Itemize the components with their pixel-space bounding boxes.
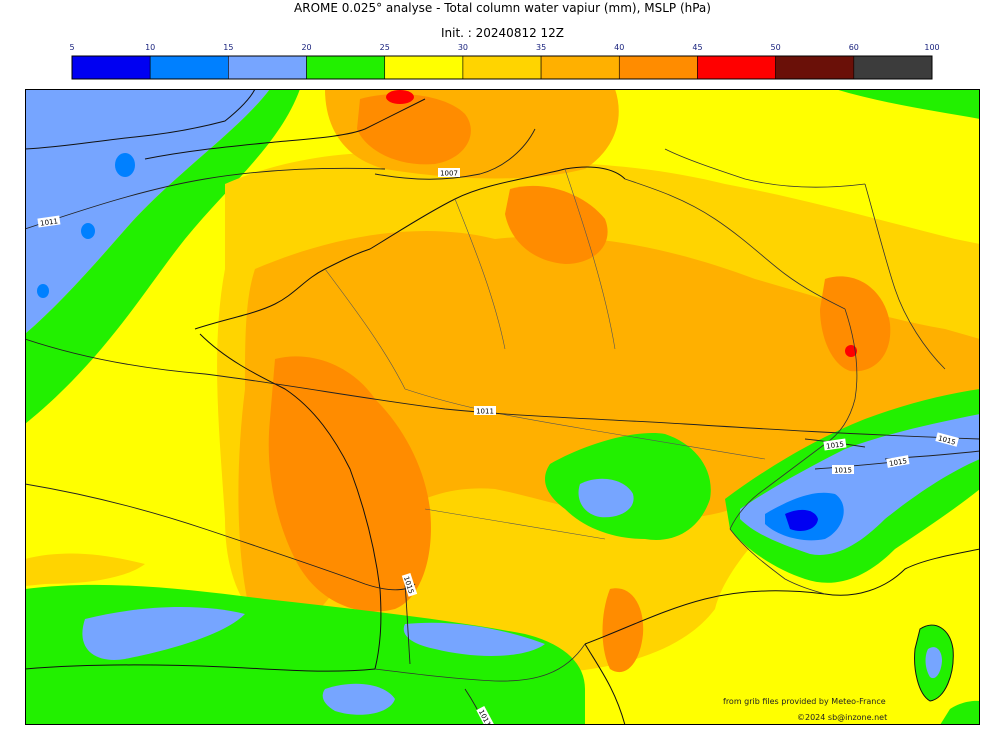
isobar-label: 1015 [886,455,910,468]
region-border [564,168,616,350]
legend-tick-label: 60 [849,43,859,52]
southwest-40-45-zone [268,356,431,612]
legend-tick-label: 50 [771,43,781,52]
legend-tick-label: 10 [145,43,155,52]
corsica-coastline [914,624,954,702]
italy-green-zone [940,700,980,725]
alps-core-zone [785,509,818,531]
isobar-label: 1007 [438,168,460,178]
legend-tick-label: 15 [223,43,233,52]
region-border [584,428,766,460]
northeast-green-zone [835,89,980,119]
data-source-credit: from grib files provided by Meteo-France [723,697,886,706]
massif-central-green-zone [545,433,711,540]
isobar-label-text: 1011 [40,217,59,227]
ocean-patch [115,153,135,177]
spain-low-blue-zone [322,683,395,715]
legend-color-swatch [775,55,855,80]
coastlines [25,89,980,725]
isobar-label-text: 1011 [476,408,494,416]
map-frame [25,89,980,725]
country-borders [374,148,946,682]
atlantic-green-band [25,89,300,424]
legend-color-swatch [71,55,151,80]
east-40-45-zone [505,185,608,264]
england-south-coast [144,98,426,160]
spain-mediterranean-coastline [584,643,626,725]
mediterranean-40-45-zone [602,588,644,673]
massif-central-blue-zone [578,478,634,518]
legend-tick-label: 20 [301,43,311,52]
region-borders [324,168,766,540]
isobar-line [25,483,416,591]
isobar-label-text: 1015 [826,440,845,450]
legend-color-swatch [540,55,620,80]
init-time: Init. : 20240812 12Z [440,26,565,40]
isobar-line [374,128,536,180]
isobar-line [25,167,386,230]
legend-tick-label: 100 [924,43,939,52]
region-border [454,198,506,350]
region-border [324,268,406,390]
belgium-netherlands-border [664,148,866,188]
isobar-line [25,338,980,440]
isobar-label: 1015 [823,438,847,451]
red-spot [845,345,857,357]
legend-tick-label: 40 [614,43,624,52]
map-title: AROME 0.025° analyse - Total column wate… [294,1,711,15]
germany-west-border [864,183,946,370]
region-border [424,508,606,540]
england-coastline [25,89,256,150]
isobar-label: 1015 [832,465,854,475]
legend-color-swatch [228,55,307,80]
france-mediterranean-coastline [584,548,980,645]
spain-north-coastline [25,664,376,672]
france-switzerland-border [729,443,826,530]
legend-color-swatch [306,55,386,80]
corsica-blue-zone [925,647,942,679]
north-40-45-zone [357,94,471,165]
copyright-credit: ©2024 sb@inzone.net [797,713,888,722]
red-spot [386,90,414,104]
legend-tick-label: 35 [536,43,546,52]
color-scale-legend: 5 10 15 20 25 30 35 40 45 50 60 100 [69,43,940,80]
isobar-label-text: 1007 [440,170,458,178]
france-north-coastline [194,166,626,330]
pyrenees-blue-zone [82,607,245,660]
legend-color-swatch [384,55,464,80]
spain-yellow-zone [25,553,145,586]
legend-tick-label: 45 [692,43,702,52]
france-italy-border [729,528,826,595]
legend-color-swatch [618,55,698,80]
alsace-40-45-zone [820,276,891,372]
legend-tick-label: 25 [380,43,390,52]
weather-map: 1011 1007 1011 1015 1011 1015 [25,89,980,725]
atlantic-low-vapour-zone [25,89,270,334]
spain-green-patch [143,665,245,716]
legend-color-swatch [853,55,933,80]
legend-tick-label: 30 [458,43,468,52]
isobar-line [404,583,411,665]
france-atlantic-coastline [199,333,382,670]
ocean-patch [81,223,95,239]
legend-color-swatch [697,55,776,80]
legend-color-swatch [149,55,229,80]
isobar-label: 1011 [474,406,496,416]
legend-frame [71,55,933,80]
isobar-label: 1011 [37,215,61,228]
isobar-label-text: 1015 [889,457,908,468]
pyrenees-border [374,643,586,682]
legend-color-swatch [462,55,542,80]
legend-tick-label: 5 [69,43,74,52]
france-belgium-border [624,178,846,310]
central-35-40-zone [238,230,980,632]
isobar-label-text: 1015 [834,467,852,475]
ocean-patch [37,284,49,298]
pyrenees-east-blue-zone [403,622,545,656]
